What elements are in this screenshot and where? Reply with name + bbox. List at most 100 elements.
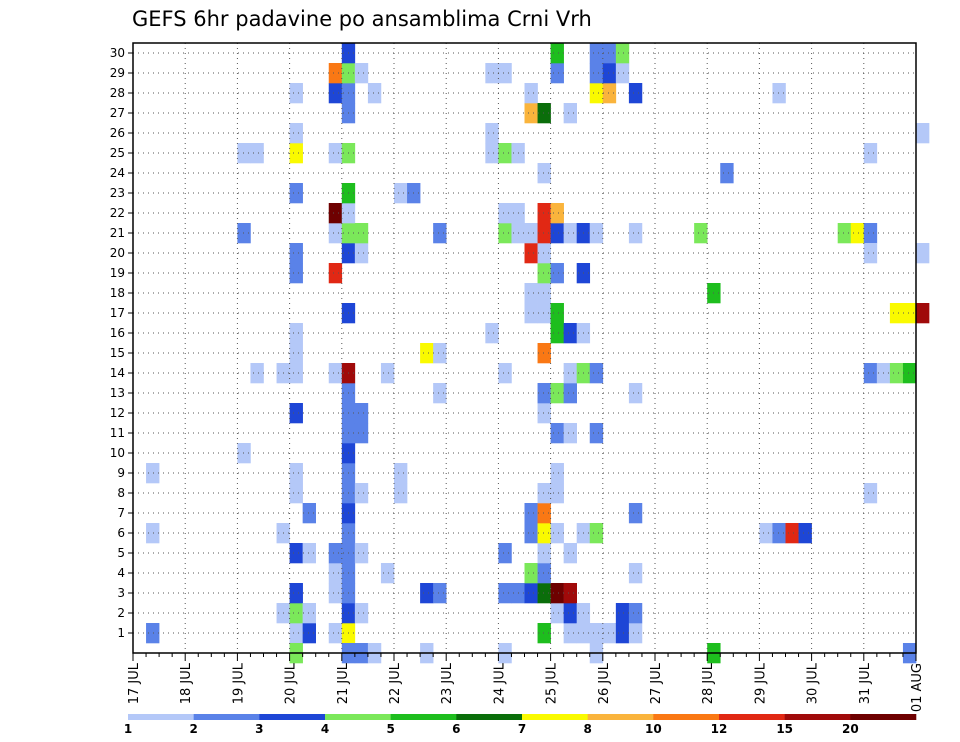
heatmap-cell [420,343,434,364]
heatmap-cell [563,583,577,604]
x-tick-label: 20 JUL [284,662,299,704]
heatmap-cell [289,83,303,104]
heatmap-cell [550,463,564,484]
heatmap-cell [524,523,538,544]
heatmap-cell [589,363,604,384]
colorbar-label: 1 [124,722,132,736]
colorbar-swatch [390,714,457,720]
heatmap-cell [237,143,251,164]
heatmap-cell [602,43,617,64]
colorbar-swatch [456,714,523,720]
heatmap-cell [354,423,369,444]
y-tick-label: 14 [110,366,125,380]
colorbar-label: 7 [518,722,526,736]
heatmap-cell [237,443,251,464]
colorbar-swatch [128,714,194,720]
heatmap-cell [863,243,878,264]
heatmap-cell [237,223,251,244]
heatmap-cell [589,63,604,84]
heatmap-cell [537,243,551,264]
x-tick-label: 18 JUL [179,662,194,704]
heatmap-cell [537,343,551,364]
colorbar-swatch [719,714,785,720]
heatmap-cell [589,523,604,544]
heatmap-cell [289,263,303,284]
y-tick-label: 8 [117,486,125,500]
heatmap-cell [537,203,551,224]
heatmap-cell [602,83,617,104]
heatmap-cell [524,583,538,604]
colorbar-swatch [850,714,917,720]
y-tick-label: 9 [117,466,125,480]
heatmap-cell [524,563,538,584]
heatmap-cell [550,303,564,324]
y-tick-label: 20 [110,246,125,260]
plot-frame [132,42,917,654]
heatmap-cell [550,583,564,604]
heatmap-cell [837,223,852,244]
heatmap-cell [550,603,564,624]
heatmap-cell [289,583,303,604]
heatmap-cell [772,523,786,544]
x-tick-label: 01 AUG [910,663,925,712]
heatmap-cell [498,583,512,604]
heatmap-cell [524,243,538,264]
x-tick-label: 21 JUL [336,662,351,704]
heatmap-cell [146,523,160,544]
heatmap-cell [916,243,930,264]
heatmap-cell [524,303,538,324]
x-tick-label: 30 JUL [806,662,821,704]
heatmap-cell [328,83,343,104]
colorbar-label: 20 [842,722,859,736]
y-tick-label: 22 [110,206,125,220]
colorbar-label: 6 [452,722,460,736]
heatmap-cell [524,283,538,304]
heatmap-cell [863,223,878,244]
x-tick-label: 29 JUL [753,662,768,704]
heatmap-cell [328,363,343,384]
heatmap-cell [146,623,160,644]
heatmap-cell [289,143,303,164]
heatmap-cell [772,83,786,104]
heatmap-cell [550,43,564,64]
heatmap-cell [537,283,551,304]
heatmap-cell [537,223,551,244]
heatmap-cell [615,63,630,84]
heatmap-cell [902,363,917,384]
heatmap-cell [563,383,577,404]
heatmap-cell [537,623,551,644]
heatmap-cell [615,623,630,644]
heatmap-cell [628,503,643,524]
heatmap-cell [289,323,303,344]
x-tick-label: 19 JUL [231,662,246,704]
x-tick-label: 27 JUL [649,662,664,704]
y-tick-label: 26 [110,126,125,140]
heatmap-cell [289,623,303,644]
heatmap-cell [328,63,343,84]
heatmap-cell [498,363,512,384]
y-tick-label: 13 [110,386,125,400]
colorbar-swatch [587,714,654,720]
heatmap-cell [394,483,408,504]
heatmap-cell [550,203,564,224]
heatmap-cell [550,223,564,244]
heatmap-cell [628,623,643,644]
heatmap-cell [550,383,564,404]
y-tick-label: 27 [110,106,125,120]
colorbar-legend: 1 2 3 4 5 6 7 8 10 12 15 20 [124,714,917,736]
heatmap-cell [889,303,904,324]
heatmap-cell [589,83,604,104]
y-axis: 1234567891011121314151617181920212223242… [110,46,133,640]
heatmap-cell [589,623,604,644]
heatmap-cell [354,63,369,84]
heatmap-cell [550,483,564,504]
heatmap-cell [537,103,551,124]
heatmap-cell [289,543,303,564]
y-tick-label: 23 [110,186,125,200]
colorbar-swatch [259,714,326,720]
heatmap-cell [694,223,708,244]
colorbar-swatch [325,714,391,720]
heatmap-cell [250,363,264,384]
heatmap-cell [433,383,447,404]
colorbar-label: 8 [583,722,591,736]
